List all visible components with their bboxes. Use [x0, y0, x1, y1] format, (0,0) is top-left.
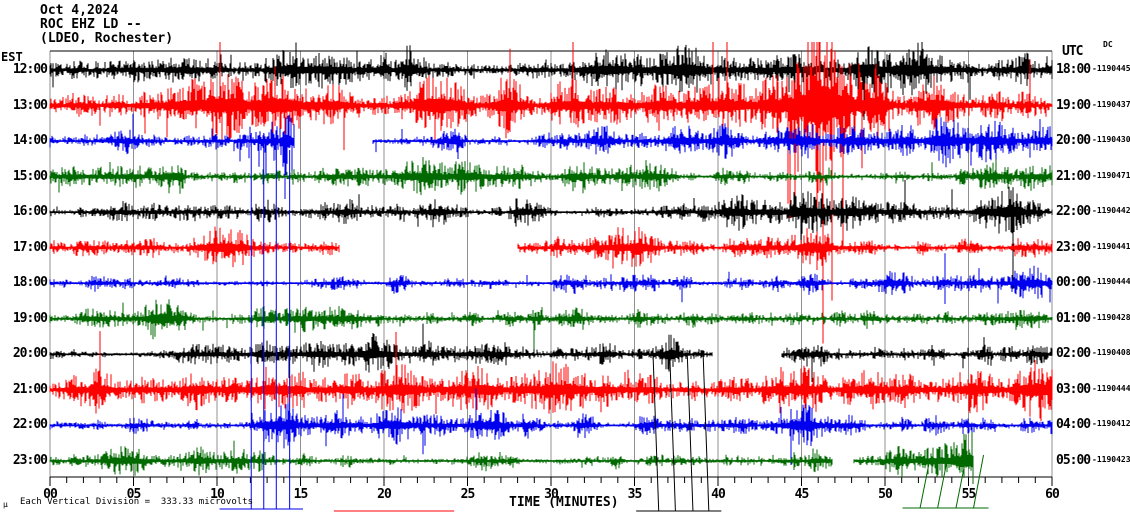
est-hour-label: 14:00	[12, 133, 48, 149]
est-hour-label: 16:00	[12, 204, 48, 220]
clip-line-black	[686, 349, 694, 512]
dc-offset-value: -1190445	[1092, 64, 1130, 73]
x-axis-tick-label: 50	[878, 487, 893, 502]
trace-row-0400	[49, 388, 1053, 465]
micro-mark: μ	[3, 500, 8, 509]
dc-offset-value: -1190412	[1092, 419, 1130, 429]
x-axis-tick-label: 60	[1045, 487, 1060, 502]
trace-row-0500	[49, 432, 974, 484]
x-axis-tick-label: 35	[627, 487, 643, 502]
x-axis-tick-label: 20	[377, 487, 392, 502]
utc-hour-label: 23:00	[1056, 239, 1091, 255]
dc-offset-value: -1190428	[1092, 312, 1130, 322]
dc-offset-value: -1190444	[1092, 383, 1130, 393]
clip-line-black	[702, 349, 710, 512]
utc-hour-label: 18:00	[1056, 62, 1091, 77]
utc-hour-label: 05:00	[1056, 452, 1091, 468]
trace-row-0200	[49, 323, 1053, 382]
dc-column-header: DC	[1103, 40, 1113, 49]
est-hour-label: 12:00	[12, 62, 48, 77]
dc-offset-value: -1190437	[1092, 99, 1130, 109]
utc-hour-label: 19:00	[1056, 97, 1091, 113]
x-axis-tick-label: 30	[544, 487, 559, 502]
clip-line-green	[955, 457, 967, 509]
x-axis-tick-label: 05	[126, 487, 142, 502]
dc-offset-value: -1190408	[1092, 348, 1130, 358]
trace-row-0100	[49, 299, 1053, 351]
scale-note: Each Vertical Division = 333.33 microvol…	[20, 497, 253, 507]
est-hour-label: 15:00	[12, 168, 48, 184]
header-station: ROC EHZ LD --	[40, 17, 142, 32]
dc-offset-value: -1190442	[1092, 206, 1130, 216]
est-hour-label: 13:00	[12, 97, 48, 113]
clip-line-black	[669, 349, 676, 512]
est-hour-label: 22:00	[12, 417, 48, 433]
utc-hour-label: 22:00	[1056, 204, 1091, 220]
utc-hour-label: 04:00	[1056, 417, 1091, 433]
trace-row-0300	[49, 331, 1053, 422]
dc-offset-value: -1190471	[1092, 170, 1130, 180]
clip-line-green	[919, 457, 931, 509]
trace-row-2200	[49, 179, 1053, 289]
utc-hour-label: 21:00	[1056, 168, 1091, 184]
x-axis-title: TIME (MINUTES)	[509, 495, 619, 510]
utc-hour-label: 02:00	[1056, 346, 1091, 362]
x-axis-tick-label: 10	[210, 487, 225, 502]
right-axis-header: UTC	[1062, 44, 1084, 59]
trace-row-2100	[49, 157, 1053, 196]
clip-line-green	[973, 454, 985, 509]
utc-hour-label: 03:00	[1056, 381, 1091, 397]
header-location: (LDEO, Rochester)	[40, 31, 174, 46]
dc-offset-value: -1190423	[1092, 454, 1130, 464]
est-hour-label: 21:00	[12, 381, 48, 397]
clip-line-black	[652, 349, 660, 512]
x-axis-tick-label: 40	[711, 487, 726, 502]
est-hour-label: 17:00	[12, 239, 48, 255]
dc-offset-value: -1190441	[1092, 241, 1130, 251]
trace-row-1900	[49, 42, 1053, 344]
utc-hour-label: 01:00	[1056, 310, 1091, 326]
x-axis-tick-label: 45	[794, 487, 810, 502]
x-axis-tick-label: 55	[961, 487, 977, 502]
x-axis-tick-label: 00	[43, 487, 58, 502]
trace-row-1800	[49, 42, 1053, 120]
header-date: Oct 4,2024	[40, 3, 119, 18]
trace-row-0000	[49, 253, 1053, 304]
trace-row-2000	[49, 113, 1053, 199]
x-axis-tick-label: 15	[293, 487, 309, 502]
dc-offset-value: -1190430	[1092, 135, 1130, 145]
trace-row-2300	[49, 226, 1053, 288]
left-axis-header: EST	[1, 50, 23, 64]
est-hour-label: 23:00	[12, 452, 48, 468]
dc-offset-value: -1190444	[1092, 277, 1130, 287]
clip-line-green	[937, 457, 949, 509]
est-hour-label: 20:00	[12, 346, 48, 362]
utc-hour-label: 00:00	[1056, 275, 1091, 291]
est-hour-label: 19:00	[12, 310, 48, 326]
x-axis-tick-label: 25	[460, 487, 476, 502]
utc-hour-label: 20:00	[1056, 133, 1091, 149]
est-hour-label: 18:00	[12, 275, 48, 291]
